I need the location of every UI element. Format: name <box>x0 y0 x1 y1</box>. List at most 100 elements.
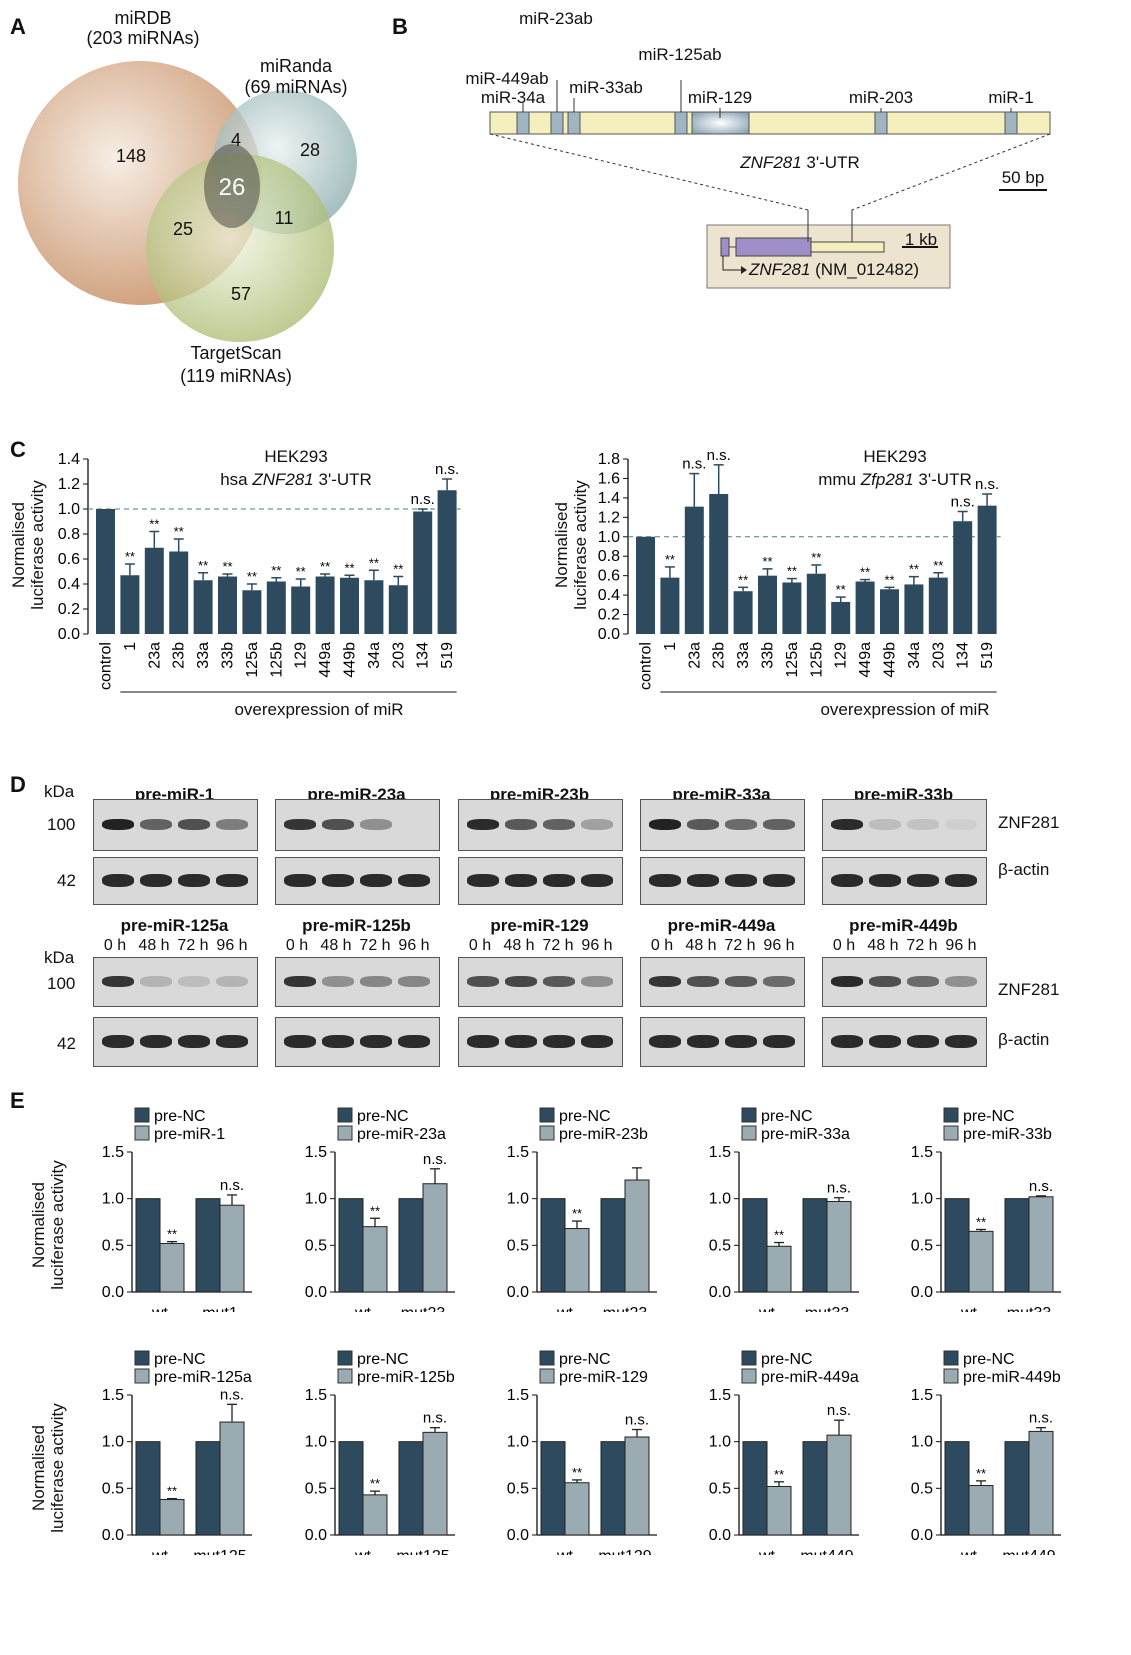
znf281-band <box>831 976 863 987</box>
legend-swatch-mir <box>337 1125 353 1141</box>
c0-bar <box>388 585 408 634</box>
c0-category-label: 34a <box>366 642 383 669</box>
e-bar-mir <box>766 1485 792 1536</box>
actin-band <box>505 1035 537 1048</box>
e-ytick-label: 1.0 <box>305 1434 327 1451</box>
c0-category-label: 449a <box>317 642 334 678</box>
site-mir-33ab <box>567 111 581 135</box>
blot-znf281 <box>458 957 623 1007</box>
legend-swatch-mir <box>134 1125 150 1141</box>
blot-znf281 <box>275 957 440 1007</box>
legend-swatch-control <box>337 1350 353 1366</box>
c-left-ylabel-line1: Normalised <box>9 502 28 588</box>
c0-bar <box>120 575 140 634</box>
timepoint-label: 72 h <box>177 937 209 954</box>
c1-bar <box>977 505 997 634</box>
e-ytick-label: 0.0 <box>102 1284 124 1301</box>
e-category-label: wt <box>354 1548 372 1555</box>
scale-label-1kb: 1 kb <box>904 230 938 249</box>
venn-set-name-miranda: miRanda <box>259 56 333 76</box>
e-ytick-label: 0.0 <box>305 1527 327 1544</box>
venn-circle-targetscan <box>146 154 334 342</box>
actin-band <box>945 874 977 887</box>
c1-bar <box>953 521 973 634</box>
timepoint-label: 48 h <box>685 937 717 954</box>
e-category-label: wt <box>151 1548 169 1555</box>
e-sig-label: n.s. <box>1029 1410 1053 1427</box>
venn-diagram <box>18 61 357 342</box>
e-sig-label: ** <box>370 1203 380 1218</box>
panel-label-a: A <box>10 14 26 39</box>
c1-category-label: 203 <box>930 642 947 669</box>
e-sig-label: ** <box>572 1206 582 1221</box>
c0-ytick-label: 0.6 <box>58 551 80 568</box>
legend-label-mir: pre-miR-33b <box>963 1126 1052 1143</box>
e-ytick-label: 0.0 <box>102 1527 124 1544</box>
c0-category-label: 1 <box>122 642 139 651</box>
c-right-title-2: mmu Zfp281 3'-UTR <box>818 470 971 490</box>
c-right-title-gene: Zfp281 <box>860 470 914 489</box>
e-ytick-label: 0.5 <box>507 1237 529 1254</box>
e-row1-ylabel: Normalised luciferase activity <box>29 1160 67 1289</box>
c0-bar <box>291 586 311 634</box>
znf281-band <box>505 819 537 830</box>
c1-sig-label: ** <box>884 572 894 587</box>
actin-band <box>907 874 939 887</box>
legend-label-control: pre-NC <box>154 1351 206 1368</box>
d-target-row2: ZNF281 <box>998 980 1060 999</box>
site-mir-125ab <box>674 111 688 135</box>
e-bar-mir <box>766 1245 792 1293</box>
blot-title: pre-miR-125b <box>302 916 411 935</box>
legend-label-control: pre-NC <box>559 1351 611 1368</box>
utr-caption: ZNF281 3'-UTR <box>740 153 859 173</box>
d-mw100-row2: 100 <box>47 974 76 993</box>
legend-swatch-mir <box>741 1368 757 1384</box>
e-ytick-label: 0.5 <box>305 1237 327 1254</box>
actin-band <box>763 874 795 887</box>
legend-label-mir: pre-miR-1 <box>154 1126 225 1143</box>
legend-swatch-control <box>539 1107 555 1123</box>
e-bar-mir <box>219 1421 245 1536</box>
c0-sig-label: ** <box>149 517 159 532</box>
actin-band <box>398 1035 430 1048</box>
c0-category-label: 33a <box>195 642 212 669</box>
chart-c-mmu: 0.0 0.2 0.4 0.6 0.8 1.0 1.2 1.4 1.6 1.8 control ** 1… <box>598 447 1001 693</box>
c1-category-label: control <box>638 642 655 690</box>
actin-band <box>216 874 248 887</box>
c1-category-label: 134 <box>955 642 972 669</box>
actin-band <box>869 1035 901 1048</box>
e-sig-label: n.s. <box>827 1180 851 1197</box>
c-right-title-species: mmu <box>818 470 861 489</box>
blot-znf281 <box>640 957 805 1007</box>
e-ytick-label: 1.0 <box>507 1434 529 1451</box>
e-sig-label: n.s. <box>625 1412 649 1429</box>
gene-cds <box>735 237 812 257</box>
c1-sig-label: ** <box>909 562 919 577</box>
c1-ytick-label: 1.0 <box>598 529 620 546</box>
d-kda-row1: kDa <box>44 782 75 801</box>
c1-category-label: 449a <box>857 642 874 678</box>
c1-bar <box>782 582 802 634</box>
c0-category-label: 23a <box>146 642 163 669</box>
znf281-band <box>140 976 172 987</box>
blot-znf281 <box>822 957 987 1007</box>
e-row1-ylabel-line1: Normalised <box>29 1182 48 1268</box>
znf281-band <box>907 819 939 830</box>
legend-swatch-control <box>741 1350 757 1366</box>
legend-label-control: pre-NC <box>963 1351 1015 1368</box>
actin-band <box>284 874 316 887</box>
blot-actin <box>93 857 258 905</box>
c1-sig-label: ** <box>738 572 748 587</box>
e-category-label: wt <box>354 1305 372 1312</box>
chart-c-hsa: 0.0 0.2 0.4 0.6 0.8 1.0 1.2 1.4 control ** 1 ** 23a *… <box>58 451 461 693</box>
e-bar-mir <box>564 1482 590 1536</box>
e-ytick-label: 1.0 <box>709 1434 731 1451</box>
c0-category-label: 519 <box>439 642 456 669</box>
c1-sig-label: n.s. <box>951 494 975 511</box>
e-bar-control <box>742 1198 768 1293</box>
e-bar-control <box>944 1441 970 1536</box>
